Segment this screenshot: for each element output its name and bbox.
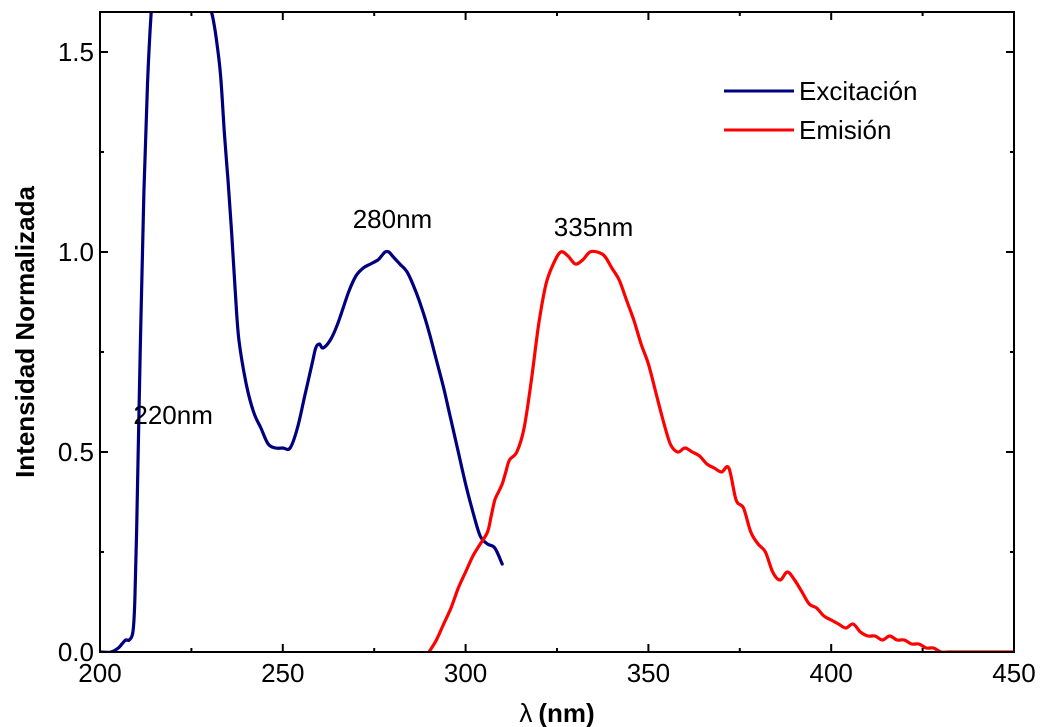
x-axis-symbol: λ xyxy=(519,698,532,727)
y-tick-label: 1.0 xyxy=(58,237,94,267)
x-tick-label: 300 xyxy=(444,658,487,688)
x-tick-label: 250 xyxy=(261,658,304,688)
series-line-emision xyxy=(427,249,1014,652)
y-tick-label: 0.0 xyxy=(58,637,94,667)
x-tick-label: 450 xyxy=(992,658,1035,688)
x-tick-label: 350 xyxy=(627,658,670,688)
legend-label-emision: Emisión xyxy=(799,115,891,145)
peak-annotation: 220nm xyxy=(133,400,213,430)
x-axis-title: λ (nm) xyxy=(519,698,594,727)
x-axis-unit: (nm) xyxy=(538,698,594,727)
ticks-layer: 200 250 300 350 400 450 0.0 0.5 1.0 1.5 xyxy=(58,12,1036,688)
peak-annotation: 280nm xyxy=(353,204,433,234)
y-tick-label: 0.5 xyxy=(58,437,94,467)
series-layer xyxy=(100,12,1014,652)
annotation-layer: 220nm 280nm 335nm xyxy=(133,204,633,430)
legend: Excitación Emisión xyxy=(724,76,918,145)
legend-label-excitacion: Excitación xyxy=(799,76,918,106)
y-tick-label: 1.5 xyxy=(58,37,94,67)
x-tick-label: 400 xyxy=(810,658,853,688)
series-line-excitacion xyxy=(100,12,504,652)
x-tick-label: 200 xyxy=(78,658,121,688)
peak-annotation: 335nm xyxy=(554,212,634,242)
y-axis-title: Intensidad Normalizada xyxy=(10,186,40,478)
